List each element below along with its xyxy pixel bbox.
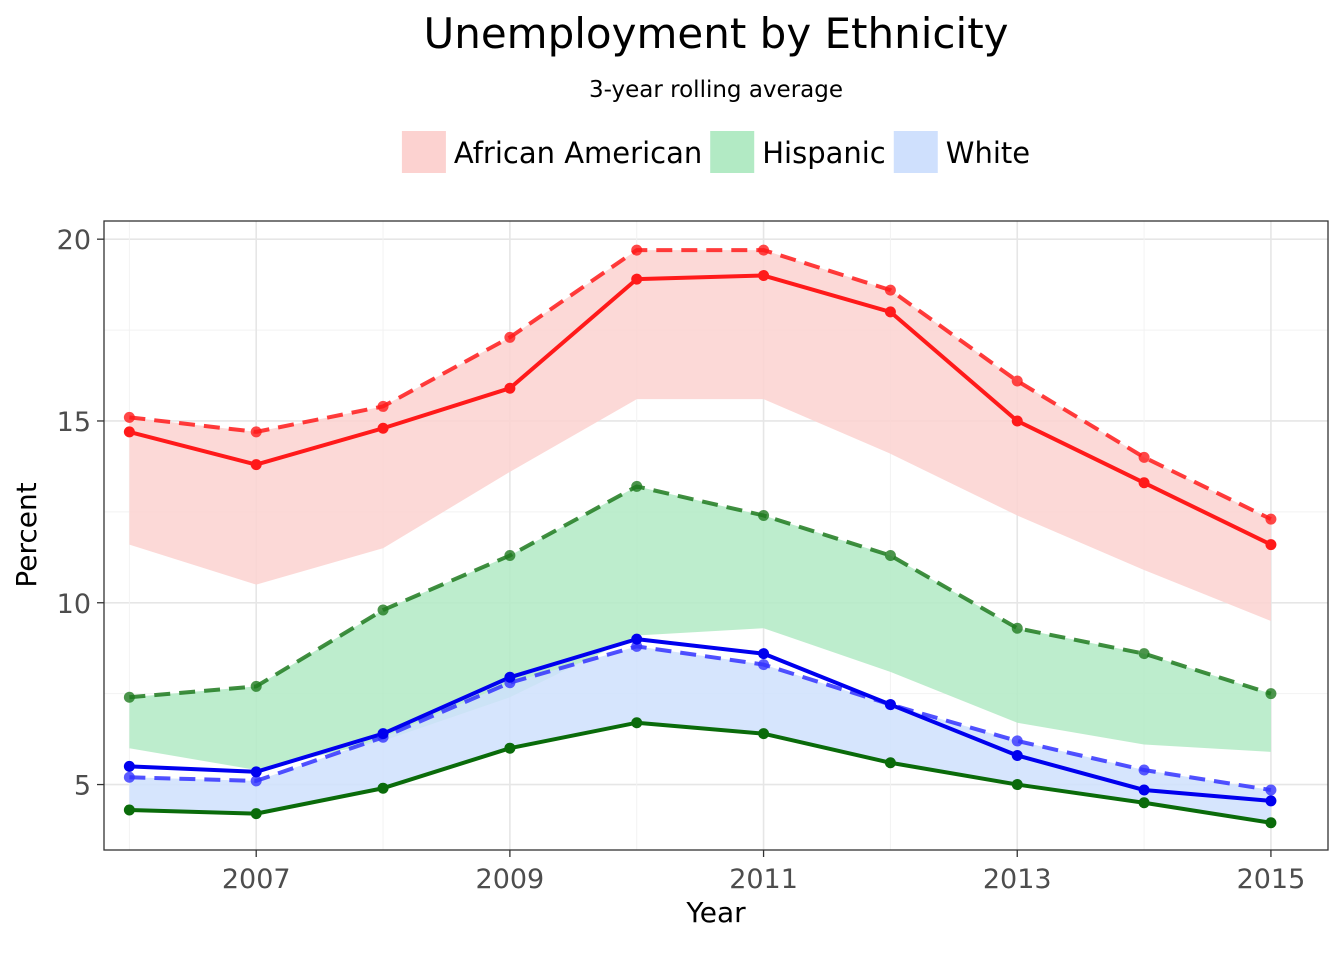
point-african-american-dashed [504,331,516,343]
point-hispanic-dashed [250,680,262,692]
legend-key-african-american [401,131,446,173]
plot-area [103,220,1329,851]
point-hispanic-solid [377,782,389,794]
point-hispanic-solid [250,808,262,820]
point-white-dashed [1138,764,1150,776]
point-hispanic-solid [123,804,135,816]
point-african-american-dashed [377,400,389,412]
x-tick-label: 2015 [1237,864,1306,895]
point-white-dashed [123,771,135,783]
point-white-solid [1265,795,1277,807]
band-african-american [129,250,1271,621]
point-white-solid [631,633,643,645]
point-hispanic-solid [504,742,516,754]
point-white-dashed [250,775,262,787]
point-hispanic-solid [1138,797,1150,809]
y-tick-label: 20 [57,225,91,256]
point-african-american-dashed [1138,451,1150,463]
point-hispanic-dashed [1138,648,1150,660]
point-african-american-dashed [884,284,896,296]
legend-label: White [946,136,1030,170]
point-african-american-solid [631,273,643,285]
y-tick-label: 15 [57,407,91,438]
legend-label: Hispanic [762,136,886,170]
point-white-solid [1011,749,1023,761]
point-hispanic-dashed [631,480,643,492]
legend-item-white: White [893,131,1030,173]
point-white-dashed [1265,784,1277,796]
point-african-american-dashed [1011,375,1023,387]
chart-subtitle: 3-year rolling average [589,77,843,103]
point-hispanic-dashed [1011,622,1023,634]
series-line-white-solid [129,637,1272,803]
point-african-american-solid [123,426,135,438]
point-white-solid [250,766,262,778]
band-hispanic [129,486,1271,771]
point-white-dashed [758,659,770,671]
point-hispanic-dashed [884,549,896,561]
point-african-american-solid [504,382,516,394]
point-african-american-solid [250,459,262,471]
point-african-american-solid [884,306,896,318]
y-tick-label: 10 [57,589,91,620]
legend-item-hispanic: Hispanic [710,131,886,173]
y-axis: 5 10 15 20 [57,225,104,802]
panel-border [103,220,1329,851]
y-axis-title: Percent [10,482,43,587]
point-african-american-dashed [631,244,643,256]
x-axis-title: Year [685,896,746,929]
legend-key-hispanic [710,131,755,173]
x-tick-label: 2013 [983,864,1052,895]
point-white-dashed [1011,735,1023,747]
point-african-american-dashed [758,244,770,256]
point-hispanic-dashed [758,510,770,522]
x-tick-label: 2011 [729,864,798,895]
series-line-hispanic-solid [129,720,1272,825]
point-hispanic-solid [631,717,643,729]
point-white-solid [758,648,770,660]
point-white-solid [123,760,135,772]
y-tick-label: 5 [74,771,91,802]
series-line-african-american-solid [128,273,1272,547]
point-hispanic-dashed [377,604,389,616]
point-white-solid [504,671,516,683]
point-white-solid [377,728,389,740]
legend: African American Hispanic White [401,131,1030,173]
point-african-american-dashed [1265,513,1277,525]
series-line-white-dashed [129,644,1272,792]
series-lines [128,248,1272,825]
point-african-american-dashed [250,426,262,438]
x-tick-label: 2009 [476,864,545,895]
point-african-american-solid [758,270,770,282]
legend-item-african-american: African American [401,131,702,173]
chart-title: Unemployment by Ethnicity [423,9,1008,58]
point-white-solid [1138,784,1150,796]
series-line-hispanic-dashed [129,484,1272,700]
x-tick-label: 2007 [222,864,291,895]
point-hispanic-solid [884,757,896,769]
point-african-american-solid [1138,477,1150,489]
point-hispanic-dashed [123,691,135,703]
point-african-american-solid [1011,415,1023,427]
x-axis: 2007 2009 2011 2013 2015 [222,850,1305,895]
bands [129,250,1271,823]
point-hispanic-solid [758,728,770,740]
series-points [123,244,1277,829]
point-hispanic-dashed [1265,688,1277,700]
point-hispanic-dashed [504,549,516,561]
point-white-solid [884,699,896,711]
point-hispanic-solid [1265,817,1277,829]
legend-key-white [893,131,938,173]
legend-label: African American [454,136,702,170]
point-african-american-dashed [123,411,135,423]
point-african-american-solid [377,422,389,434]
point-african-american-solid [1265,539,1277,551]
point-hispanic-solid [1011,779,1023,791]
